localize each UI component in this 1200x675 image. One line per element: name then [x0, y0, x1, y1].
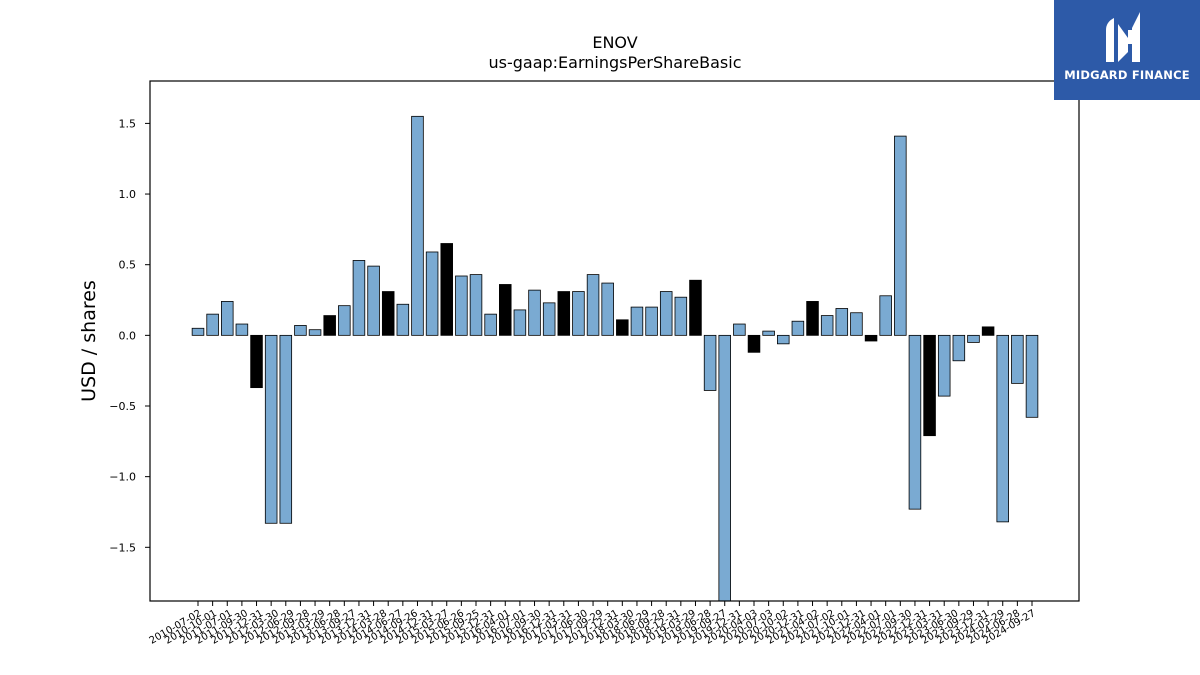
- bar: [981, 326, 995, 336]
- bar: [411, 115, 424, 336]
- bar: [264, 334, 278, 524]
- bars-group: [191, 115, 1039, 602]
- y-tick-label: −0.5: [109, 400, 136, 413]
- bar: [381, 291, 395, 336]
- y-tick-label: −1.5: [109, 541, 136, 554]
- bar: [455, 275, 468, 336]
- bar: [484, 313, 497, 336]
- x-axis: 2010-07-022010-10-012011-07-012011-09-30…: [148, 601, 1038, 647]
- bar: [279, 334, 293, 524]
- y-tick-label: 0.5: [119, 259, 137, 272]
- bar: [338, 305, 351, 336]
- bar: [1025, 334, 1039, 418]
- bar: [806, 301, 819, 336]
- bar: [820, 315, 834, 336]
- y-axis: −1.5 −1.0 −0.5 0.0 0.5 1.0 1.5: [109, 117, 150, 554]
- bar: [308, 329, 322, 336]
- bar: [762, 330, 775, 336]
- bar: [659, 291, 673, 336]
- bar: [747, 334, 761, 353]
- bar: [294, 325, 307, 336]
- bar: [513, 309, 527, 336]
- bar: [235, 323, 249, 336]
- bar: [250, 334, 263, 389]
- bar: [425, 251, 439, 336]
- y-tick-label: −1.0: [109, 471, 136, 484]
- y-axis-label: USD / shares: [78, 280, 100, 402]
- brand-logo: MIDGARD FINANCE: [1054, 0, 1200, 100]
- bar: [733, 323, 746, 336]
- bar: [469, 274, 483, 336]
- bar: [835, 308, 849, 336]
- bar: [952, 334, 966, 362]
- bar: [777, 334, 790, 345]
- bar: [791, 320, 805, 336]
- bar: [645, 306, 658, 336]
- bar: [206, 313, 219, 336]
- bar: [601, 282, 614, 336]
- bar: [440, 243, 453, 336]
- bar: [630, 306, 644, 336]
- bar: [586, 274, 600, 336]
- y-tick-label: 1.0: [119, 188, 137, 201]
- bar: [557, 291, 571, 336]
- bar: [923, 334, 936, 437]
- bar: [674, 296, 688, 336]
- chart-subtitle: us-gaap:EarningsPerShareBasic: [488, 53, 741, 72]
- bar: [528, 289, 541, 336]
- bar: [908, 334, 922, 510]
- bar: [396, 303, 410, 336]
- bar: [864, 334, 878, 342]
- y-tick-label: 0.0: [119, 329, 137, 342]
- bar: [572, 291, 585, 336]
- bar: [937, 334, 951, 397]
- bar: [689, 279, 702, 336]
- bar: [499, 284, 512, 336]
- chart-title: ENOV: [592, 33, 637, 52]
- bar: [542, 302, 556, 336]
- bar: [191, 327, 205, 336]
- bar: [323, 315, 336, 336]
- bar: [616, 319, 629, 336]
- brand-name: MIDGARD FINANCE: [1064, 68, 1190, 82]
- bar: [367, 265, 380, 336]
- bar: [879, 295, 892, 336]
- y-tick-label: 1.5: [119, 117, 137, 130]
- bar: [850, 312, 863, 336]
- bar: [894, 135, 907, 336]
- bar: [352, 260, 366, 336]
- bar: [718, 334, 731, 602]
- bar: [703, 334, 717, 391]
- bar: [221, 301, 234, 336]
- midgard-logo-icon: [1106, 12, 1140, 62]
- bar: [967, 334, 980, 343]
- bar: [1011, 334, 1024, 384]
- plot-frame: [149, 80, 1080, 602]
- bar: [996, 334, 1009, 523]
